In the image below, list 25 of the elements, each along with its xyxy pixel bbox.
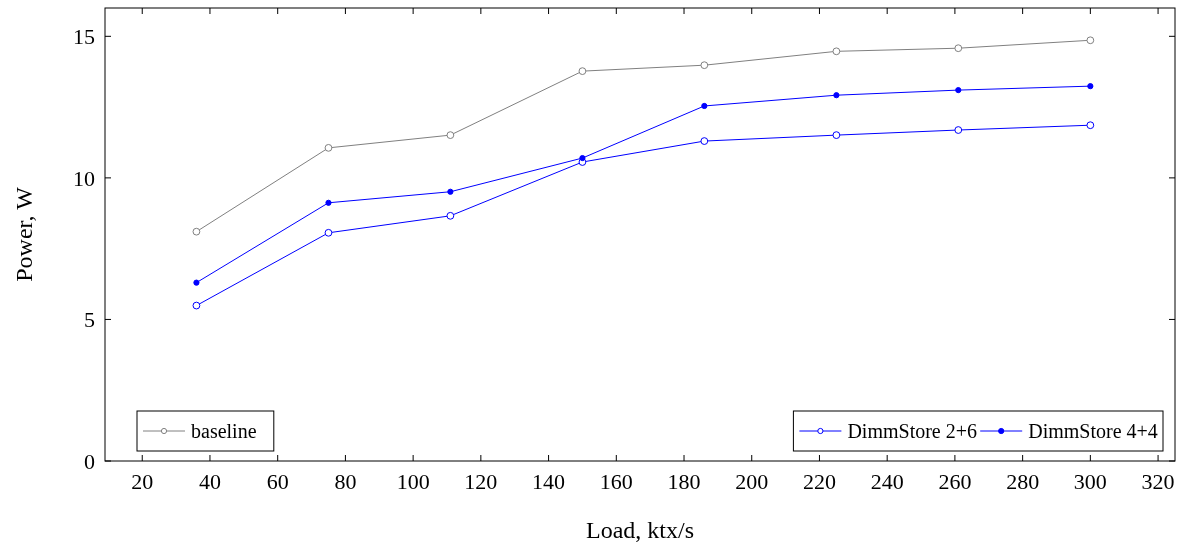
x-tick-label: 240 xyxy=(870,469,904,494)
y-axis-title: Power, W xyxy=(11,186,37,282)
legend-label: DimmStore 2+6 xyxy=(847,420,978,442)
x-tick-label: 80 xyxy=(334,469,357,494)
x-tick-label: 160 xyxy=(599,469,633,494)
y-tick-label: 10 xyxy=(73,165,95,191)
x-tick-label: 300 xyxy=(1073,469,1107,494)
x-tick-label: 140 xyxy=(532,469,566,494)
x-tick-label: 200 xyxy=(735,469,769,494)
x-tick-label: 120 xyxy=(464,469,498,494)
x-tick-label: 20 xyxy=(131,469,154,494)
legend-label: DimmStore 4+4 xyxy=(1028,420,1158,442)
y-tick-label: 0 xyxy=(84,449,95,474)
x-tick-label: 280 xyxy=(1006,469,1040,494)
x-tick-label: 40 xyxy=(198,469,221,494)
x-tick-label: 100 xyxy=(396,469,430,494)
x-axis-title: Load, ktx/s xyxy=(586,517,694,543)
y-tick-label: 15 xyxy=(73,24,95,50)
x-tick-label: 60 xyxy=(266,469,289,494)
x-tick-label: 320 xyxy=(1141,469,1175,494)
x-tick-label: 260 xyxy=(938,469,972,494)
x-tick-label: 220 xyxy=(802,469,836,494)
legend-label: baseline xyxy=(191,420,257,442)
y-tick-label: 5 xyxy=(84,307,95,333)
x-tick-label: 180 xyxy=(667,469,701,494)
